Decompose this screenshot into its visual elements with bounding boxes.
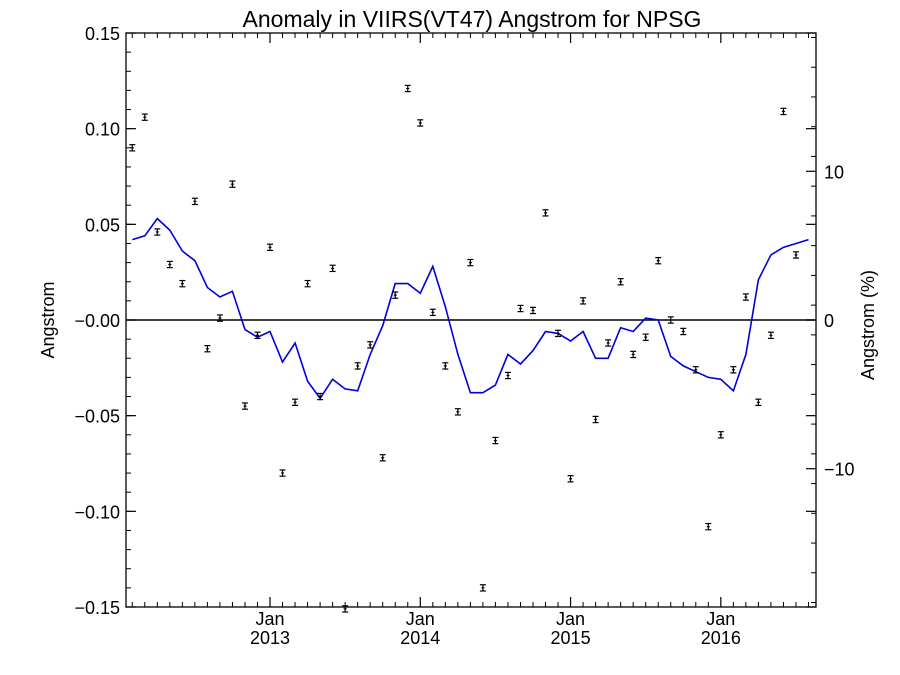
data-point (317, 392, 324, 401)
data-point (241, 402, 248, 410)
y-tick-label: −0.15 (74, 598, 120, 618)
data-point (755, 398, 762, 406)
y2-tick-label: −10 (824, 460, 855, 480)
data-point (642, 333, 649, 341)
data-point (367, 341, 374, 349)
data-point (204, 344, 211, 353)
data-point (354, 362, 361, 370)
data-point (617, 278, 624, 286)
x-tick-label-month: Jan (706, 609, 735, 629)
data-point (717, 431, 724, 439)
data-point (342, 605, 349, 613)
x-tick-label-month: Jan (406, 609, 435, 629)
data-point (467, 258, 474, 267)
data-point (730, 366, 737, 374)
y2-axis-label: Angstrom (%) (858, 270, 878, 380)
x-tick-label-month: Jan (556, 609, 585, 629)
y2-tick-label: 0 (824, 311, 834, 331)
data-point (555, 329, 562, 338)
data-point (392, 291, 399, 299)
data-point (692, 366, 699, 374)
line-series (132, 217, 809, 400)
y-tick-label: −0.10 (74, 502, 120, 522)
x-tick-label-year: 2016 (701, 628, 741, 648)
x-tick-label-year: 2013 (250, 628, 290, 648)
data-point (191, 197, 198, 206)
data-point (742, 293, 749, 301)
data-point (379, 454, 386, 462)
data-point (429, 308, 436, 317)
data-point (292, 398, 299, 406)
data-point (129, 144, 136, 152)
data-point (792, 251, 799, 259)
y-tick-label: 0.05 (85, 215, 120, 235)
data-point (580, 297, 587, 305)
data-point (667, 316, 674, 324)
data-point (442, 362, 449, 370)
x-tick-label-year: 2015 (551, 628, 591, 648)
y-tick-label: 0.15 (85, 24, 120, 44)
data-point (267, 243, 274, 252)
chart-title: Anomaly in VIIRS(VT47) Angstrom for NPSG (243, 6, 702, 32)
data-point (216, 314, 223, 322)
data-point (454, 408, 461, 416)
data-point (329, 264, 336, 273)
left-axis: −0.15 −0.10 −0.05 −0.00 0.05 0.10 0.15 (74, 24, 816, 618)
data-point (529, 306, 536, 315)
data-point (179, 279, 186, 288)
data-point (592, 415, 599, 424)
data-point (567, 475, 574, 483)
x-tick-label-year: 2014 (400, 628, 440, 648)
y-tick-label: −0.05 (74, 407, 120, 427)
data-point (504, 371, 511, 380)
point-series (129, 84, 799, 613)
data-point (479, 584, 486, 592)
data-point (767, 331, 774, 340)
right-axis: −10 0 10 (806, 36, 855, 604)
data-point (680, 327, 687, 336)
data-point (404, 84, 411, 93)
data-point (705, 522, 712, 531)
y2-tick-label: 10 (824, 162, 844, 182)
data-point (229, 180, 236, 188)
data-point (141, 113, 148, 121)
smoothed-anomaly-line (132, 217, 809, 400)
data-point (517, 304, 524, 313)
data-point (780, 107, 787, 116)
data-point (605, 339, 612, 347)
data-point (492, 436, 499, 445)
y-tick-label: 0.10 (85, 120, 120, 140)
y-tick-label: −0.00 (74, 311, 120, 331)
data-point (254, 331, 261, 340)
data-point (542, 209, 549, 217)
y-axis-label: Angstrom (38, 281, 58, 358)
data-point (154, 228, 161, 236)
data-point (279, 469, 286, 477)
x-tick-label-month: Jan (255, 609, 284, 629)
data-point (166, 260, 173, 269)
data-point (304, 279, 311, 288)
data-point (655, 256, 662, 265)
data-point (417, 119, 424, 127)
data-point (630, 350, 637, 359)
